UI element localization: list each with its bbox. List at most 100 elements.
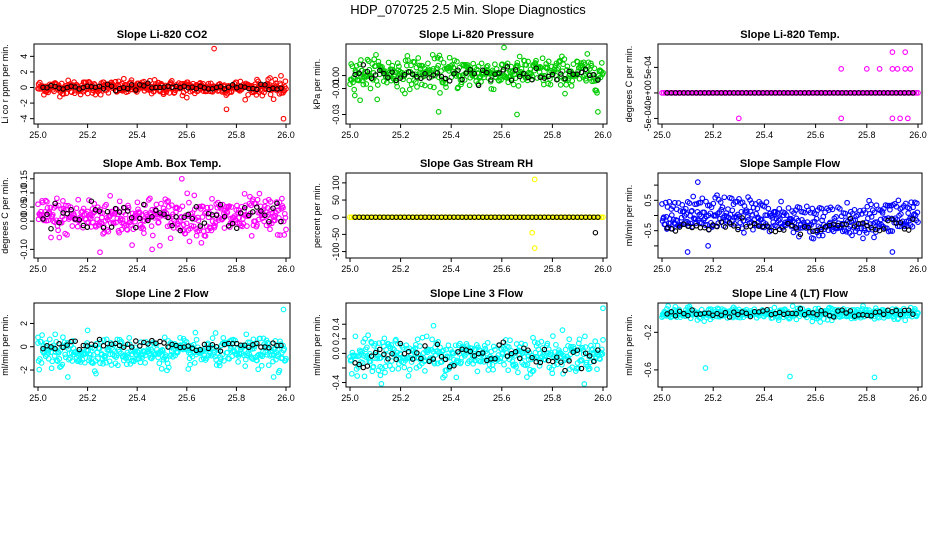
data-point — [275, 369, 282, 376]
data-point — [556, 214, 563, 221]
data-point — [274, 232, 281, 238]
data-point — [39, 332, 45, 338]
data-point — [225, 84, 232, 90]
data-point — [467, 348, 474, 355]
data-point — [417, 343, 423, 349]
data-point — [453, 374, 460, 381]
x-tick-label: 25.6 — [807, 264, 825, 274]
y-tick-label: -50 — [331, 228, 341, 241]
data-point — [370, 363, 377, 370]
data-point — [207, 204, 214, 211]
panel-4: Slope Amb. Box Temp. degrees C per min. 25… — [0, 158, 295, 274]
data-point — [197, 223, 204, 229]
data-point — [466, 82, 473, 89]
x-tick-label: 25.4 — [756, 393, 774, 403]
data-point — [187, 361, 193, 368]
data-point — [258, 208, 264, 214]
data-point — [145, 217, 151, 224]
y-axis-label: ml/min per min. — [624, 185, 634, 247]
data-point — [474, 368, 481, 375]
data-point — [84, 327, 91, 334]
data-point — [431, 84, 437, 91]
data-point — [716, 90, 722, 96]
data-point — [52, 203, 59, 209]
data-point — [743, 310, 750, 317]
data-point — [434, 70, 441, 76]
data-point — [733, 214, 740, 221]
x-tick-label: 25.4 — [756, 130, 774, 140]
data-point — [186, 238, 193, 245]
data-point — [747, 223, 754, 229]
data-point — [202, 233, 209, 239]
y-tick-label: 0 — [19, 85, 29, 90]
data-point — [670, 90, 676, 96]
data-point — [507, 337, 513, 344]
y-tick-label: 0.05 — [19, 198, 29, 216]
data-point — [442, 75, 449, 82]
data-point — [868, 213, 875, 220]
data-point — [578, 69, 585, 76]
data-point — [181, 214, 187, 221]
y-axis-label: degrees C per min. — [0, 177, 10, 254]
data-point — [907, 90, 914, 96]
data-point — [717, 199, 724, 205]
data-point — [598, 214, 605, 221]
data-point — [432, 214, 439, 221]
data-point — [86, 197, 92, 203]
data-point — [589, 214, 595, 221]
data-point — [280, 204, 286, 211]
data-point — [228, 204, 235, 210]
data-point — [672, 303, 679, 310]
data-point — [671, 199, 678, 206]
data-point — [566, 336, 573, 343]
data-point — [498, 214, 504, 221]
data-point — [416, 62, 423, 69]
data-point — [254, 204, 260, 210]
data-point — [281, 232, 288, 238]
data-point — [132, 344, 138, 351]
data-point — [490, 366, 496, 373]
x-tick-label: 25.6 — [178, 393, 196, 403]
data-point — [721, 194, 728, 201]
data-point — [679, 202, 686, 208]
data-point — [531, 245, 538, 251]
data-point — [185, 211, 191, 218]
data-point — [393, 77, 399, 84]
data-point — [65, 356, 72, 363]
data-point — [905, 307, 912, 313]
data-point — [895, 197, 902, 204]
data-point — [575, 365, 582, 372]
data-point — [372, 72, 379, 78]
data-point — [735, 115, 742, 122]
data-point — [266, 218, 272, 225]
data-point — [36, 366, 43, 373]
data-point — [414, 84, 420, 90]
data-point — [805, 224, 812, 231]
data-point — [740, 217, 747, 224]
data-point — [56, 219, 62, 226]
data-point — [184, 190, 191, 197]
data-point — [790, 229, 797, 236]
data-point — [525, 74, 531, 81]
data-point — [776, 205, 783, 212]
data-point — [353, 62, 360, 69]
data-point — [365, 332, 371, 339]
x-tick-label: 26.0 — [909, 264, 927, 274]
data-point — [902, 317, 909, 324]
data-point — [47, 204, 54, 211]
data-point — [889, 66, 896, 72]
data-point — [689, 307, 695, 313]
x-tick-label: 25.0 — [29, 393, 47, 403]
panel-title: Slope Li-820 Temp. — [740, 29, 839, 41]
data-point — [425, 346, 432, 353]
data-point — [377, 67, 383, 74]
data-point — [463, 70, 469, 76]
data-point — [481, 342, 488, 349]
data-point — [148, 223, 155, 229]
data-point — [731, 309, 737, 315]
data-point — [414, 336, 421, 343]
data-point — [267, 226, 273, 233]
x-tick-label: 25.4 — [128, 393, 146, 403]
x-tick-label: 25.8 — [544, 393, 562, 403]
data-point — [706, 310, 712, 316]
